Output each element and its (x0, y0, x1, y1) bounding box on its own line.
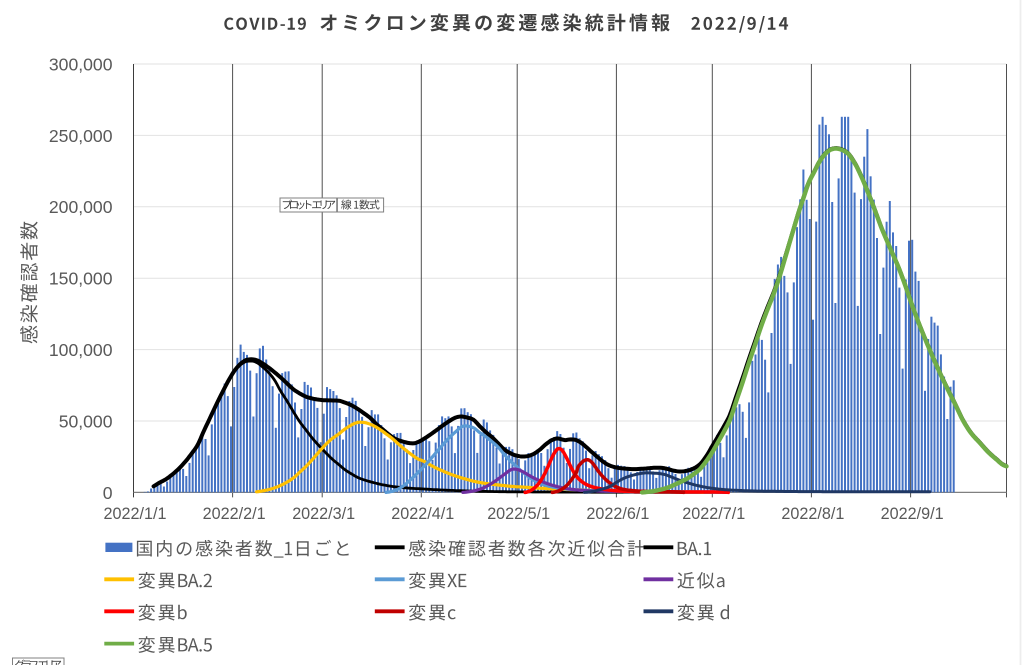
svg-text:100,000: 100,000 (49, 340, 113, 360)
svg-text:2022/4/1: 2022/4/1 (391, 504, 454, 523)
svg-text:2022/5/1: 2022/5/1 (487, 504, 550, 523)
svg-text:200,000: 200,000 (49, 197, 113, 217)
svg-text:0: 0 (103, 483, 113, 503)
svg-text:2022/2/1: 2022/2/1 (203, 504, 266, 523)
svg-text:2022/6/1: 2022/6/1 (586, 504, 649, 523)
svg-text:2022/1/1: 2022/1/1 (104, 504, 167, 523)
svg-text:2022/9/1: 2022/9/1 (881, 504, 944, 523)
svg-text:2022/3/1: 2022/3/1 (292, 504, 355, 523)
svg-text:2022/7/1: 2022/7/1 (682, 504, 745, 523)
svg-text:2022/8/1: 2022/8/1 (781, 504, 844, 523)
svg-text:50,000: 50,000 (59, 411, 113, 431)
svg-text:250,000: 250,000 (49, 126, 113, 146)
svg-text:300,000: 300,000 (49, 54, 113, 74)
svg-text:150,000: 150,000 (49, 269, 113, 289)
